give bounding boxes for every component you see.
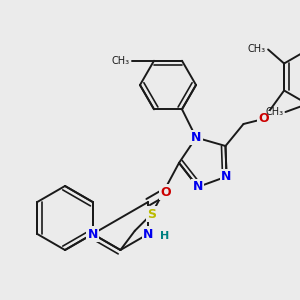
Text: N: N <box>221 170 232 183</box>
Text: N: N <box>191 131 201 144</box>
Text: O: O <box>258 112 269 125</box>
Text: CH₃: CH₃ <box>266 107 284 117</box>
Text: CH₃: CH₃ <box>248 44 266 55</box>
Text: H: H <box>160 231 170 241</box>
Text: S: S <box>147 208 156 220</box>
Text: O: O <box>160 185 171 199</box>
Text: N: N <box>193 181 203 194</box>
Text: CH₃: CH₃ <box>112 56 130 66</box>
Text: N: N <box>143 227 153 241</box>
Text: N: N <box>88 227 98 241</box>
